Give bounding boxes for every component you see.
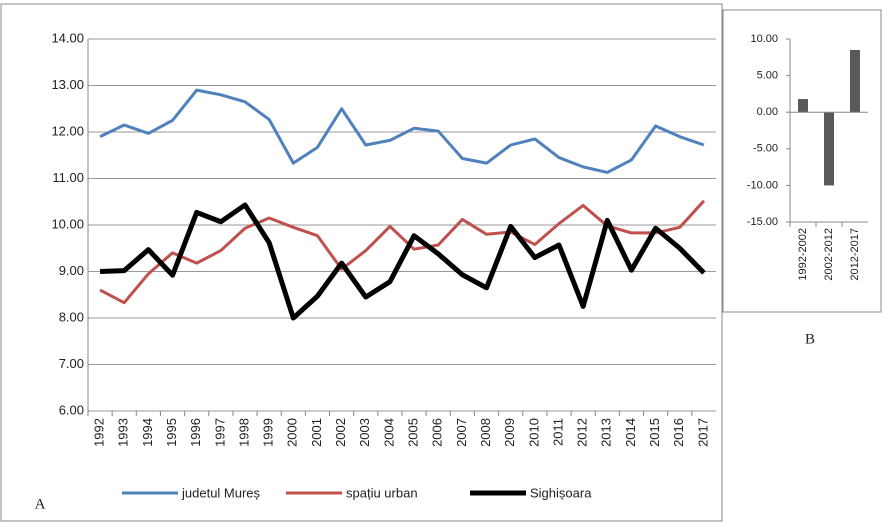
bar <box>850 49 860 113</box>
y-tick-label: -10.00 <box>747 179 778 191</box>
x-tick-label: 2004 <box>381 418 396 447</box>
y-tick-label: 12.00 <box>51 123 84 138</box>
y-tick-label: 5.00 <box>757 70 778 82</box>
legend-label: spațiu urban <box>346 485 418 500</box>
y-tick-label: 8.00 <box>59 309 84 324</box>
x-tick-label: 2017 <box>695 418 710 447</box>
x-tick-label: 2010 <box>526 418 541 447</box>
y-tick-label: 9.00 <box>59 263 84 278</box>
y-tick-label: 10.00 <box>750 33 778 45</box>
legend-label: Sighișoara <box>530 485 592 500</box>
x-tick-label: 1996 <box>188 418 203 447</box>
y-tick-label: 10.00 <box>51 216 84 231</box>
x-tick-label: 2016 <box>671 418 686 447</box>
x-tick-label: 1995 <box>164 418 179 447</box>
y-tick-label: 6.00 <box>59 402 84 417</box>
series-line <box>99 88 705 174</box>
x-tick-label: 1993 <box>116 418 131 447</box>
series-line <box>99 199 706 305</box>
x-tick-label: 2012-2017 <box>849 228 861 281</box>
bar <box>824 112 834 186</box>
panel-b-frame <box>722 9 882 313</box>
x-tick-label: 2009 <box>502 418 517 447</box>
y-tick-label: 13.00 <box>51 77 84 92</box>
x-tick-label: 2002 <box>333 418 348 447</box>
x-tick-label: 2003 <box>357 418 372 447</box>
x-tick-label: 2007 <box>454 418 469 447</box>
y-tick-label: 14.00 <box>51 30 84 45</box>
panel-a-frame <box>0 3 723 522</box>
x-tick-label: 2001 <box>309 418 324 447</box>
x-tick-label: 2011 <box>550 418 565 446</box>
x-tick-label: 2008 <box>478 418 493 447</box>
x-tick-label: 2012 <box>575 418 590 447</box>
y-tick-label: 11.00 <box>52 170 84 185</box>
x-tick-label: 2005 <box>406 418 421 447</box>
x-tick-label: 2015 <box>647 418 662 447</box>
x-tick-label: 2014 <box>623 418 638 447</box>
x-tick-label: 1999 <box>261 418 276 447</box>
legend-label: judetul Mureș <box>181 485 261 500</box>
y-tick-label: 0.00 <box>757 106 778 118</box>
x-tick-label: 2013 <box>599 418 614 447</box>
x-tick-label: 1997 <box>212 418 227 447</box>
series-line <box>99 202 706 321</box>
x-tick-label: 2002-2012 <box>823 228 835 281</box>
bar <box>798 99 808 113</box>
y-tick-label: -15.00 <box>747 216 778 228</box>
x-tick-label: 2000 <box>285 418 300 447</box>
x-tick-label: 1994 <box>140 418 155 447</box>
x-tick-label: 2006 <box>430 418 445 447</box>
panel-label: B <box>805 331 815 347</box>
x-tick-label: 1992-2002 <box>797 228 809 281</box>
y-tick-label: 7.00 <box>59 356 84 371</box>
y-tick-label: -5.00 <box>753 143 778 155</box>
x-tick-label: 1992 <box>92 418 107 447</box>
x-tick-label: 1998 <box>236 418 251 447</box>
panel-label: A <box>35 496 46 512</box>
